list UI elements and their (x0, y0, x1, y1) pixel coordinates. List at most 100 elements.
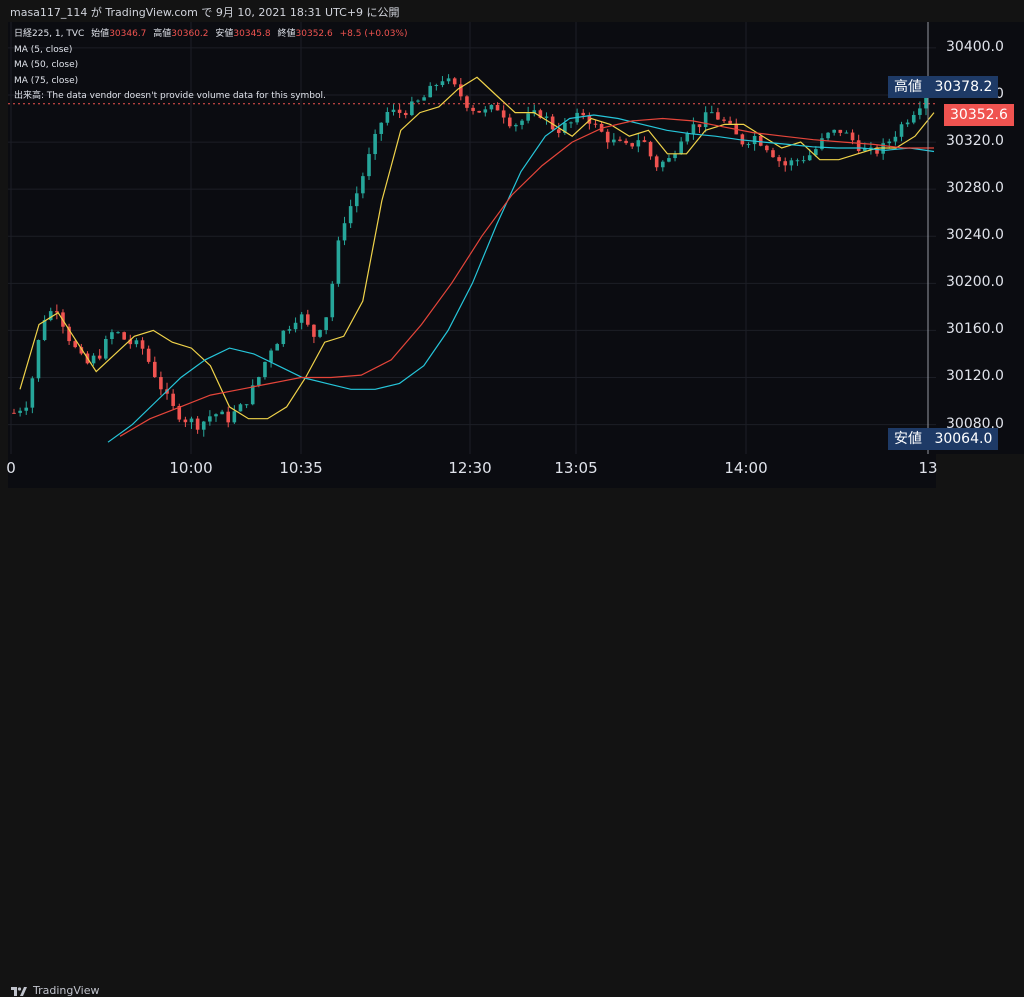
candle-body (293, 322, 298, 330)
candle-body (501, 110, 506, 118)
candle-body (214, 414, 218, 417)
candle-body (24, 407, 29, 411)
publish-caption: masa117_114 が TradingView.com で 9月 10, 2… (10, 6, 400, 19)
candle-body (887, 141, 892, 144)
candle-body (752, 135, 757, 145)
candle-body (569, 122, 573, 124)
candle-body (226, 411, 231, 423)
candle-body (391, 109, 396, 112)
candle-body (838, 129, 843, 133)
price-chart[interactable] (8, 22, 936, 454)
time-axis[interactable] (8, 454, 936, 488)
candle-body (722, 119, 726, 121)
ma5-line (19, 76, 935, 420)
candle-body (422, 97, 426, 101)
candle-body (67, 326, 71, 342)
candle-body (703, 112, 708, 128)
symbol-label: 日経225, 1, TVC (14, 29, 85, 39)
candle-body (765, 145, 769, 151)
candle-body (471, 107, 475, 111)
candle-body (134, 340, 139, 345)
time-tick-label: 10:00 (169, 459, 213, 477)
candle-body (257, 377, 261, 386)
time-tick-label: 13:05 (554, 459, 598, 477)
candle-body (140, 340, 145, 349)
candle-body (520, 120, 524, 125)
candle-body (232, 411, 237, 423)
candle-body (526, 113, 530, 121)
ma5-legend[interactable]: MA (5, close) (14, 44, 73, 55)
candle-body (642, 140, 647, 142)
candle-body (648, 141, 653, 157)
candle-body (538, 110, 543, 118)
ma50-legend[interactable]: MA (50, close) (14, 60, 79, 70)
candle-body (275, 344, 279, 351)
candle-body (550, 116, 555, 130)
candle-body (238, 404, 243, 412)
candle-body (483, 109, 488, 113)
candle-body (581, 112, 586, 116)
candle-body (807, 155, 812, 161)
ma75-line (119, 117, 934, 437)
candle-body (587, 115, 592, 124)
price-tick-label: 30400.0 (946, 38, 1004, 55)
high-value: 30360.2 (171, 29, 209, 39)
candle-body (514, 124, 518, 127)
candle-body (30, 378, 35, 408)
candle-body (312, 324, 316, 337)
candle-body (116, 332, 120, 334)
candle-body (459, 84, 463, 97)
candle-body (709, 112, 714, 114)
price-tick-label: 30160.0 (946, 321, 1004, 338)
candle-body (171, 393, 175, 406)
candle-body (612, 139, 616, 143)
candle-body (918, 108, 922, 115)
candle-body (361, 176, 365, 194)
chart-area[interactable] (8, 22, 936, 454)
candle-body (110, 332, 114, 339)
candle-body (850, 132, 855, 141)
ma50-line (107, 114, 935, 443)
tradingview-logo-icon (11, 986, 27, 996)
candle-body (305, 314, 310, 325)
candle-body (177, 405, 182, 420)
candle-body (244, 404, 249, 406)
candle-body (55, 311, 59, 313)
candle-body (636, 140, 641, 147)
candle-body (893, 136, 898, 142)
candle-body (673, 154, 677, 159)
price-tick-label: 30200.0 (946, 274, 1004, 291)
candle-body (691, 124, 696, 134)
price-tick-label: 30240.0 (946, 227, 1004, 244)
candle-body (410, 101, 414, 116)
candle-body (416, 100, 420, 102)
candle-body (97, 355, 102, 359)
candle-body (263, 361, 267, 378)
candle-body (801, 160, 806, 162)
open-value: 30346.7 (109, 29, 147, 39)
ohlc-row: 日経225, 1, TVC 始値30346.7 高値30360.2 安値3034… (14, 27, 407, 43)
candle-body (373, 133, 377, 155)
candle-body (324, 317, 328, 330)
candle-body (330, 283, 335, 318)
candle-body (79, 347, 84, 354)
candle-body (379, 122, 384, 134)
candle-body (446, 78, 451, 82)
candle-body (146, 348, 151, 362)
candle-body (250, 385, 255, 405)
candle-body (856, 140, 861, 151)
chart-legend: 日経225, 1, TVC 始値30346.7 高値30360.2 安値3034… (14, 27, 407, 105)
candle-body (826, 132, 830, 139)
candle-body (746, 144, 751, 146)
candle-body (820, 138, 824, 150)
candle-body (667, 158, 671, 162)
candle-body (905, 122, 910, 125)
ma75-legend[interactable]: MA (75, close) (14, 75, 79, 86)
open-label: 始値 (91, 29, 110, 39)
candle-body (403, 112, 408, 116)
candle-body (814, 149, 818, 156)
candle-body (73, 341, 78, 348)
brand[interactable]: TradingView (10, 984, 99, 997)
candle-body (758, 135, 763, 146)
candle-body (593, 123, 598, 125)
